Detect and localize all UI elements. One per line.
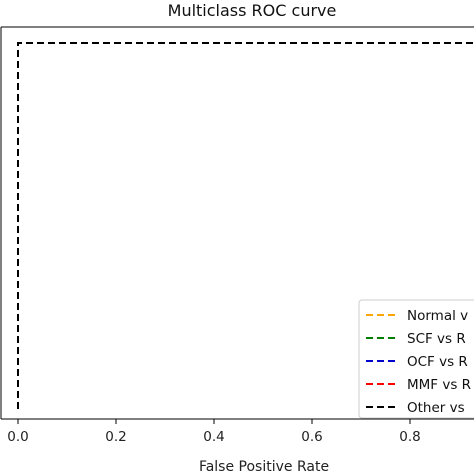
legend-label: Other vs (407, 400, 465, 416)
x-tick-label: 0.2 (105, 429, 126, 445)
legend-label: MMF vs R (407, 377, 471, 393)
legend-box (358, 299, 474, 419)
x-axis-ticks: 0.0 0.2 0.4 0.6 0.8 (7, 419, 421, 445)
roc-line-other (17, 42, 474, 409)
x-tick-label: 0.8 (399, 429, 420, 445)
legend-label: SCF vs R (407, 331, 466, 347)
chart-title: Multiclass ROC curve (168, 1, 337, 20)
legend-label: OCF vs R (407, 354, 468, 370)
x-tick-label: 0.0 (7, 429, 28, 445)
x-tick-label: 0.4 (203, 429, 224, 445)
x-axis-title: False Positive Rate (199, 459, 329, 474)
series-lines (17, 42, 474, 409)
legend: Normal v SCF vs R OCF vs R MMF vs R Other vs (358, 299, 474, 419)
legend-label: Normal v (407, 308, 468, 324)
x-tick-label: 0.6 (301, 429, 322, 445)
